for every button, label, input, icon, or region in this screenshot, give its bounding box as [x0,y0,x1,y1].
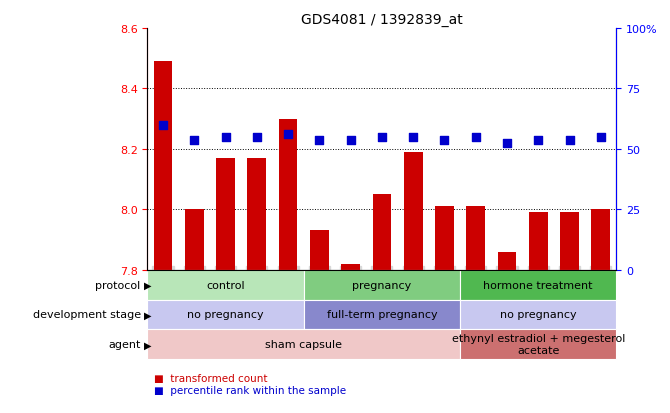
Bar [560,213,579,270]
Bar [460,330,616,359]
Bar [404,152,423,270]
Bar [147,270,304,300]
Text: ▶: ▶ [144,339,151,349]
Point [596,134,606,141]
Bar [185,210,204,270]
Point [220,134,231,141]
Text: ■  percentile rank within the sample: ■ percentile rank within the sample [154,385,346,395]
Bar [466,207,485,270]
Text: agent: agent [109,339,141,349]
Title: GDS4081 / 1392839_at: GDS4081 / 1392839_at [301,12,463,26]
Bar [279,119,297,270]
Bar [529,213,547,270]
Text: ▶: ▶ [144,280,151,290]
Text: full-term pregnancy: full-term pregnancy [326,310,438,320]
Text: ▶: ▶ [144,310,151,320]
Text: development stage: development stage [33,310,141,320]
Bar [435,207,454,270]
Bar [304,300,460,330]
Text: sham capsule: sham capsule [265,339,342,349]
Text: hormone treatment: hormone treatment [484,280,593,290]
Text: pregnancy: pregnancy [352,280,411,290]
Point [314,137,325,144]
Bar [216,159,235,270]
Bar [592,210,610,270]
Text: ■  transformed count: ■ transformed count [154,373,267,383]
Text: protocol: protocol [95,280,141,290]
Bar [147,300,304,330]
Bar [498,252,517,270]
Text: control: control [206,280,245,290]
Point [408,134,419,141]
Point [502,140,513,147]
Bar [304,270,460,300]
Text: no pregnancy: no pregnancy [187,310,264,320]
Text: ethynyl estradiol + megesterol
acetate: ethynyl estradiol + megesterol acetate [452,334,625,355]
Bar [341,264,360,270]
Point [533,137,543,144]
Point [564,137,575,144]
Bar [460,300,616,330]
Bar [460,270,616,300]
Bar [153,62,172,270]
Text: no pregnancy: no pregnancy [500,310,577,320]
Bar [373,195,391,270]
Point [439,137,450,144]
Point [189,137,200,144]
Bar [147,330,460,359]
Point [345,137,356,144]
Bar [247,159,266,270]
Point [157,122,168,129]
Point [251,134,262,141]
Point [283,131,293,138]
Point [470,134,481,141]
Bar [310,231,329,270]
Point [377,134,387,141]
